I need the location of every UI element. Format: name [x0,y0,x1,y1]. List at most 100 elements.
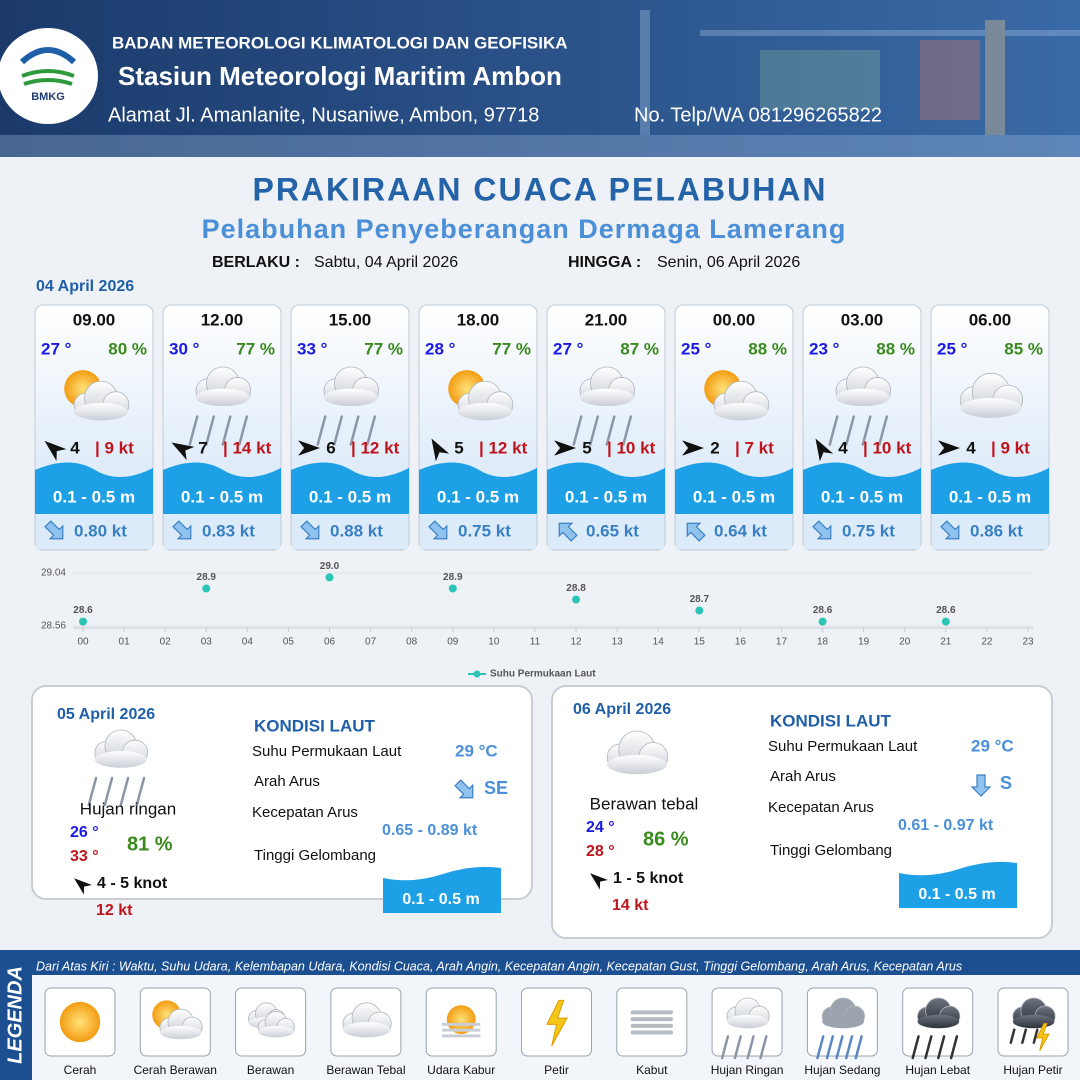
data-label: 28.9 [197,572,217,583]
humidity: 88 % [876,339,915,358]
humidity: 88 % [748,339,787,358]
title: PRAKIRAAN CUACA PELABUHAN [252,171,827,207]
legend-item: Kabut [636,1063,668,1077]
legend-item: Hujan Sedang [804,1063,880,1077]
x-tick-label: 07 [365,637,377,648]
legend-item: Hujan Ringan [711,1063,784,1077]
wave-height: 0.1 - 0.5 m [437,487,519,506]
current-dir: S [1000,773,1012,793]
rain-drop [205,415,215,446]
wind-speed: 5 [582,438,591,457]
humidity: 80 % [108,339,147,358]
air-temp: 27 ° [553,339,584,358]
rain-drop [622,415,633,446]
rain-drop [844,1035,854,1060]
logo-badge [0,28,98,124]
x-tick-label: 18 [817,637,829,648]
current-dir-label: Arah Arus [770,768,836,785]
data-label: 28.9 [443,572,463,583]
time: 21.00 [585,310,628,329]
legend-item: Hujan Lebat [905,1063,970,1077]
legend-item: Hujan Petir [1003,1063,1062,1077]
wave-height: 0.1 - 0.5 m [821,487,903,506]
valid-from: Sabtu, 04 April 2026 [314,254,458,271]
x-tick-label: 10 [488,637,500,648]
rain-drop [911,1035,920,1060]
temp-max: 28 ° [586,843,615,860]
weather-icon [911,997,961,1060]
direction-arrow [74,878,92,895]
wave-height: 0.1 - 0.5 m [402,891,479,908]
weather-icon [959,372,1024,418]
gust: | 14 kt [223,438,272,457]
gust: 14 kt [612,897,649,914]
wind-speed: 6 [326,438,335,457]
cloud-part [960,398,1022,418]
data-label: 28.6 [936,605,956,616]
weather-icon [630,1010,673,1035]
x-tick-label: 12 [570,637,582,648]
weather-icon [572,366,636,446]
cloud-part [726,1014,769,1029]
valid-to: Senin, 06 April 2026 [657,254,800,271]
x-tick-label: 05 [283,637,295,648]
humidity: 85 % [1004,339,1043,358]
panel-day3 [551,685,1053,939]
weather-icon [59,1001,101,1043]
current-dir: SE [484,778,508,798]
cloud-part [917,1014,960,1029]
rain-drop [720,1035,730,1060]
wave-band [291,462,409,514]
cloud-part [74,402,128,421]
sst: 29 °C [455,741,498,760]
direction-arrow [554,440,576,456]
humidity: 77 % [364,339,403,358]
logo-arc [19,47,77,65]
current-arrow [44,520,64,540]
weather-icon [152,1000,203,1040]
legend-note: Dari Atas Kiri : Waktu, Suhu Udara, Kele… [36,959,962,973]
wave-band [163,462,281,514]
sst-point [202,584,211,593]
wave-band [547,462,665,514]
humidity: 77 % [236,339,275,358]
rain-drop [1009,1028,1016,1044]
rain-drop [746,1035,755,1060]
wind-speed: 4 [838,438,848,457]
humidity: 87 % [620,339,659,358]
data-label: 29.0 [320,561,340,572]
legend-title: LEGENDA [4,966,26,1064]
weather-icon [64,370,130,421]
sea-heading: KONDISI LAUT [254,716,376,735]
lightning [546,999,568,1047]
cloud-part [835,388,890,407]
current-speed: 0.83 kt [202,521,255,540]
header-scenery [0,10,1080,157]
wave-height: 0.1 - 0.5 m [181,487,263,506]
cloud-part [258,1025,294,1038]
x-tick-label: 19 [858,637,870,648]
rain-drop [854,1035,863,1060]
current-arrow [940,520,960,540]
cloud-part [607,755,667,775]
current-speed: 0.80 kt [74,521,127,540]
wave-band [803,462,921,514]
gust: | 12 kt [351,438,400,457]
x-tick-label: 21 [940,637,952,648]
gust: | 9 kt [991,438,1030,457]
rain-drop [1021,1028,1028,1044]
wind: 4 - 5 knot [97,875,168,892]
current-speed: 0.75 kt [842,521,895,540]
sst-point [572,595,581,604]
data-label: 28.7 [690,594,710,605]
legend-item: Petir [544,1063,569,1077]
x-tick-label: 08 [406,637,418,648]
legend-item: Berawan Tebal [326,1063,405,1077]
rain-drop [188,415,199,446]
x-tick-label: 04 [242,637,254,648]
x-tick-label: 14 [653,637,665,648]
rain-drop [816,1035,825,1060]
legend-label: Suhu Permukaan Laut [490,669,596,680]
sst: 29 °C [971,736,1014,755]
x-tick-label: 06 [324,637,336,648]
